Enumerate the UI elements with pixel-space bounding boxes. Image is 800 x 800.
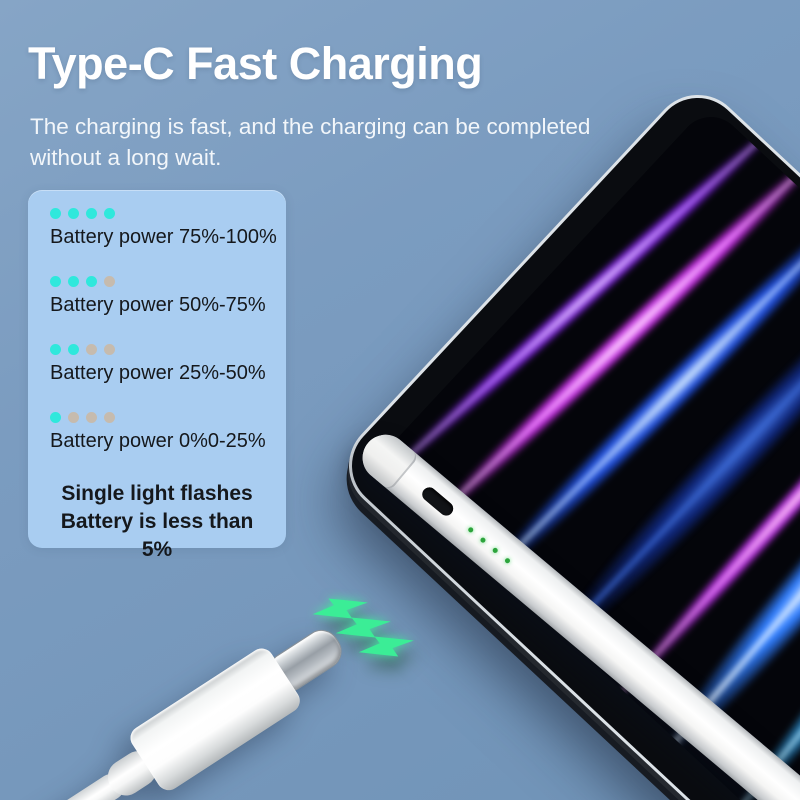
battery-dot [68,412,79,423]
battery-dot [104,276,115,287]
battery-dot [50,344,61,355]
tablet [330,75,800,800]
battery-info-panel: Battery power 75%-100% Battery power 50%… [28,190,286,561]
battery-dot [104,344,115,355]
battery-row-label: Battery power 75%-100% [50,226,277,248]
low-battery-note: Single light flashes Battery is less tha… [50,480,264,564]
battery-dot [50,276,61,287]
battery-dot [50,412,61,423]
page-subtitle: The charging is fast, and the charging c… [30,113,591,170]
usb-c-port [419,484,456,519]
battery-dots [50,276,286,287]
battery-dot [68,208,79,219]
low-battery-note-line1: Single light flashes [61,482,253,505]
battery-dot [50,208,61,219]
cable-connector-body [125,643,305,795]
battery-dot [86,412,97,423]
battery-dot [68,344,79,355]
battery-row-label: Battery power 0%0-25% [50,430,266,452]
battery-row-label: Battery power 25%-50% [50,362,266,384]
battery-row-label: Battery power 50%-75% [50,294,266,316]
battery-row: Battery power 25%-50% [50,344,286,385]
cable-cord [0,768,130,800]
pen-charge-led [467,525,475,533]
battery-dots [50,412,286,423]
battery-row: Battery power 75%-100% [50,208,286,249]
battery-dots [50,208,286,219]
battery-row: Battery power 50%-75% [50,276,286,317]
pen-charge-led [504,556,512,564]
battery-dots [50,344,286,355]
battery-dot [86,208,97,219]
lightning-bolts-icon [303,589,433,684]
battery-dot [104,208,115,219]
page-title: Type-C Fast Charging [28,38,483,90]
pen-charge-led [479,536,487,544]
low-battery-note-line2: Battery is less than 5% [60,510,254,561]
battery-dot [86,344,97,355]
cable-strain-relief [101,744,163,800]
pen-charge-led [492,546,500,554]
battery-dot [104,412,115,423]
tablet-screen [376,103,800,800]
battery-dot [86,276,97,287]
battery-dot [68,276,79,287]
battery-row: Battery power 0%0-25% [50,412,286,453]
